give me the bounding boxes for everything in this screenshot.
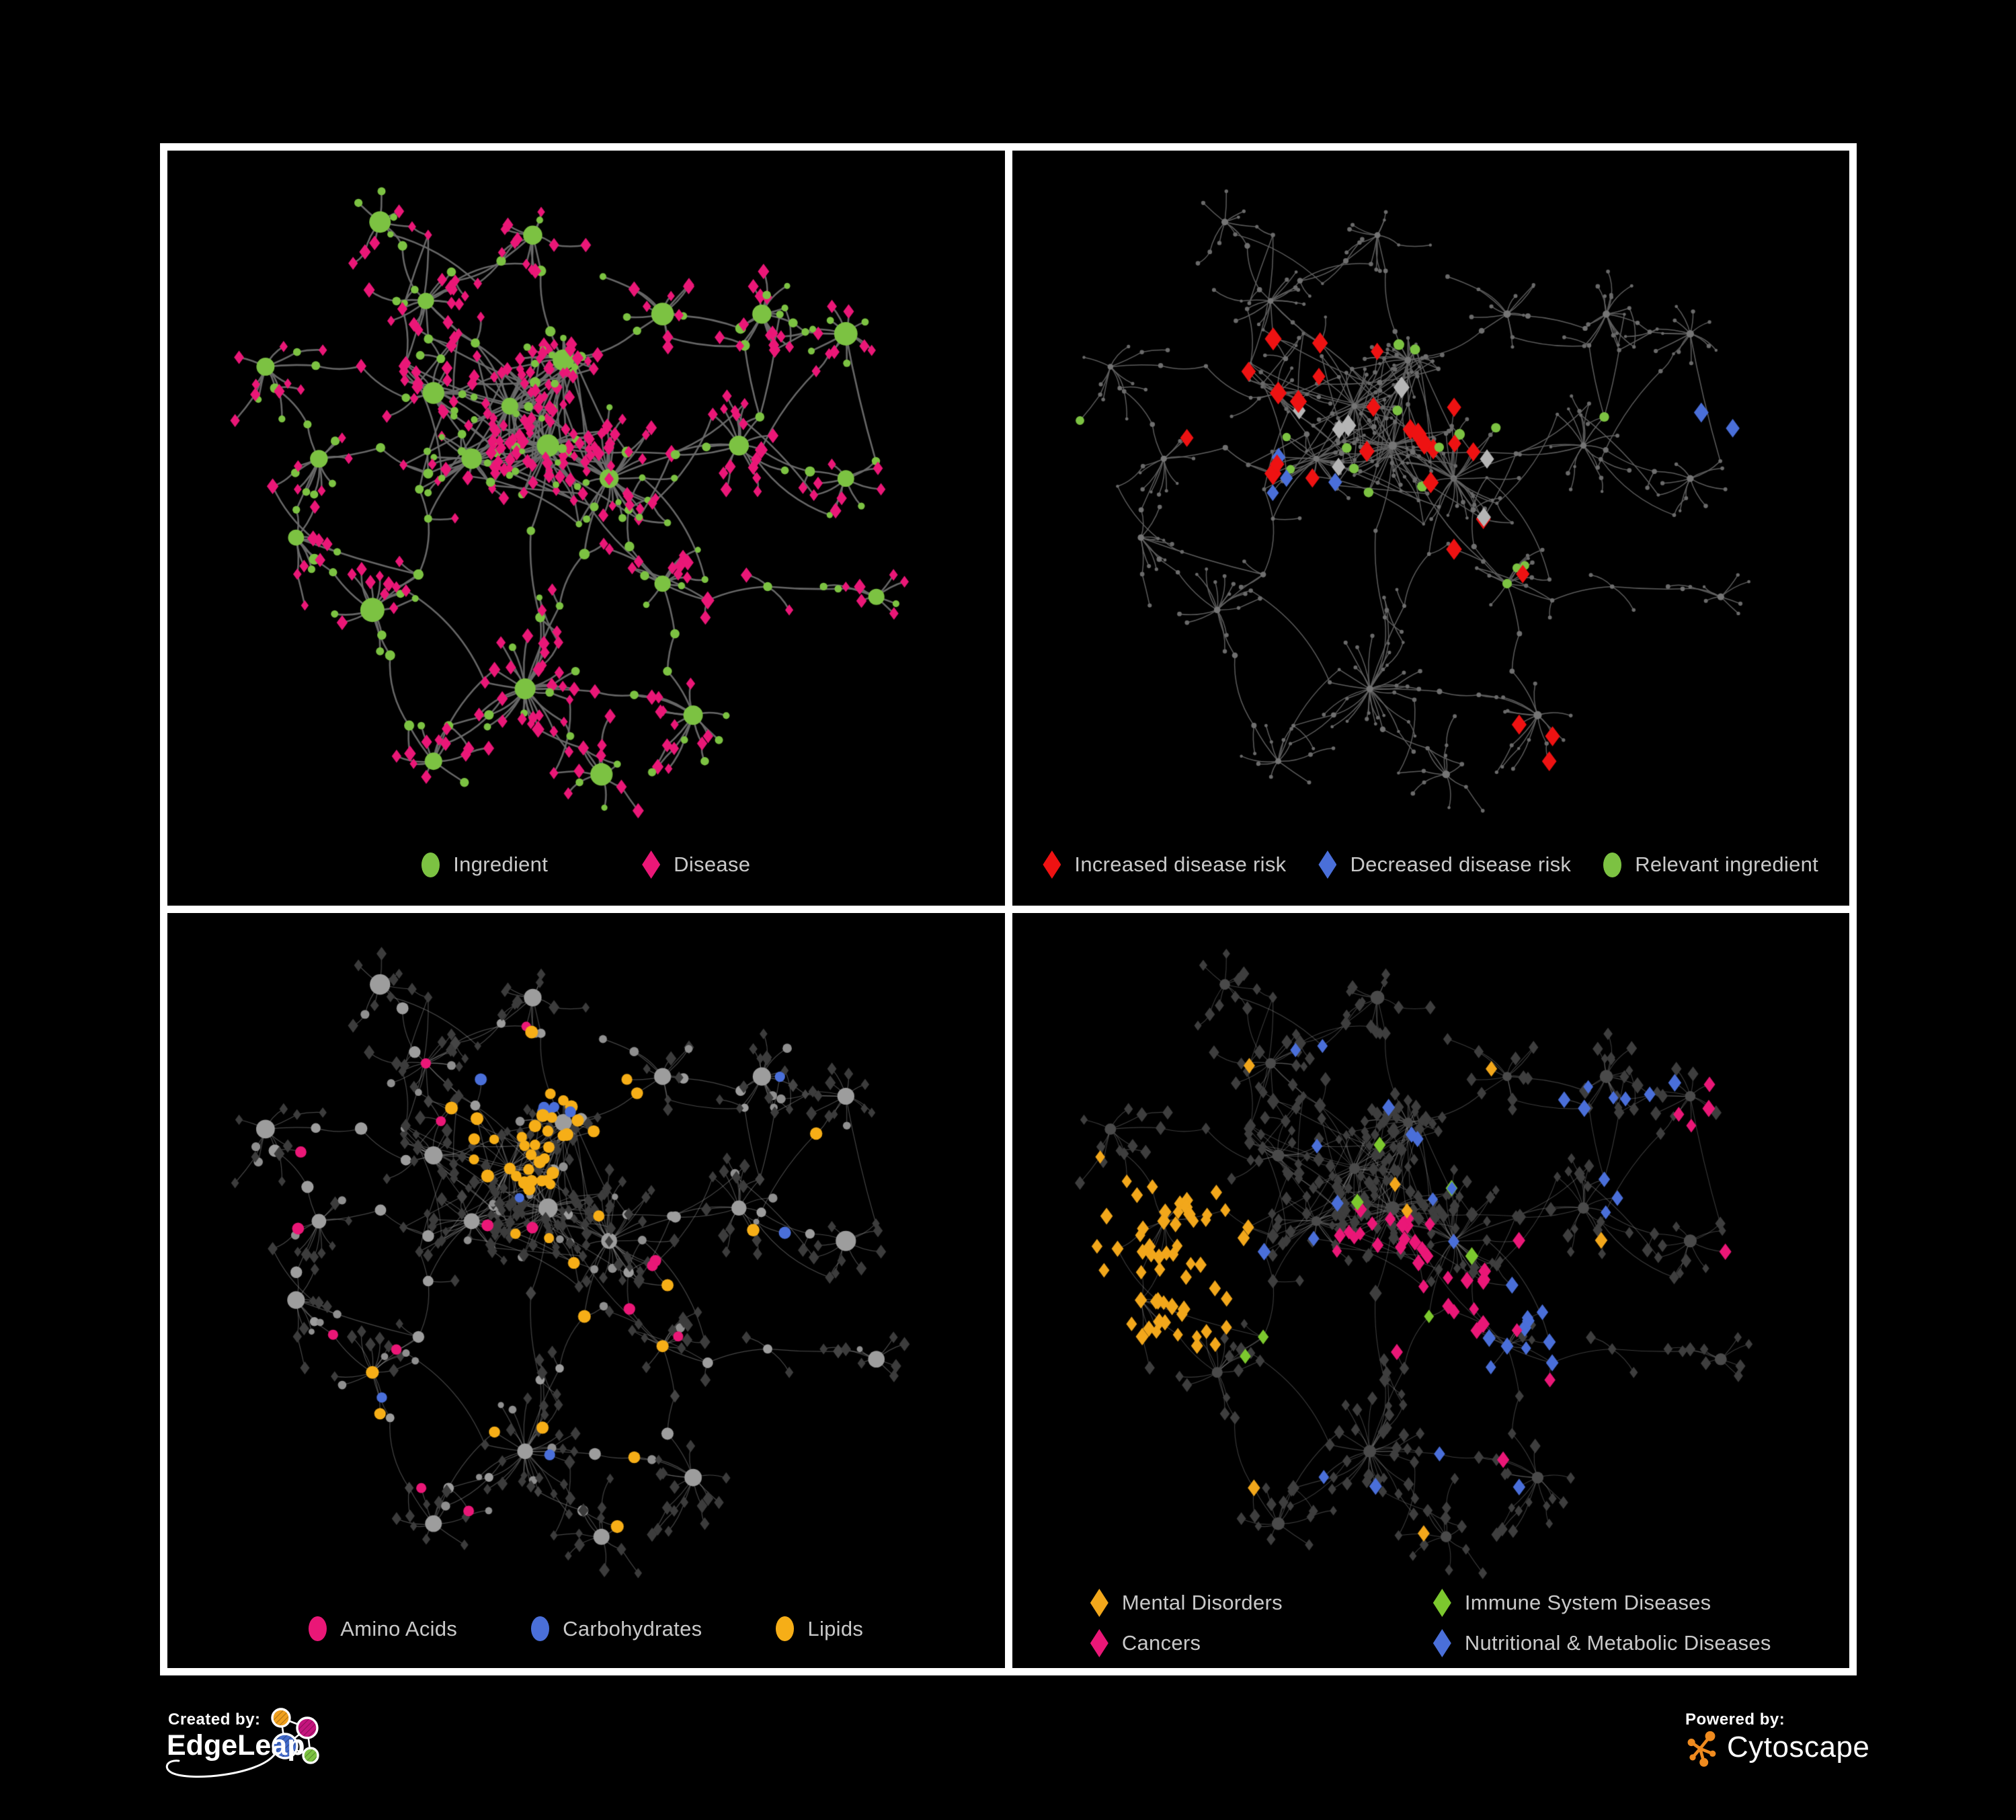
legend-disease-classes: Mental Disorders Immune System Diseases Ca… — [1090, 1589, 1771, 1657]
legend-item-increased-disease-risk: Increased disease risk — [1043, 850, 1286, 879]
edgeleap-node-blue — [272, 1733, 298, 1759]
legend-item-cancers: Cancers — [1090, 1629, 1406, 1657]
legend-marker-circle — [421, 852, 440, 877]
legend-label: Immune System Diseases — [1464, 1591, 1711, 1614]
legend-label: Nutritional & Metabolic Diseases — [1464, 1631, 1771, 1655]
cytoscape-credit: Powered by: Cytoscape — [1684, 1710, 1980, 1778]
legend-item-decreased-disease-risk: Decreased disease risk — [1318, 850, 1571, 879]
legend-item-nutritional-metabolic-diseases: Nutritional & Metabolic Diseases — [1433, 1629, 1771, 1657]
edgeleap-credit: Created by: EdgeLeap — [161, 1706, 350, 1794]
cytoscape-logo-icon — [1687, 1731, 1716, 1767]
legend-marker-circle — [531, 1616, 550, 1641]
legend-label: Mental Disorders — [1121, 1591, 1283, 1614]
edgeleap-wordmark: EdgeLeap — [167, 1729, 305, 1762]
legend-label: Decreased disease risk — [1350, 853, 1572, 876]
edgeleap-logo — [165, 1708, 319, 1778]
legend-item-lipids: Lipids — [776, 1616, 863, 1641]
cytoscape-wordmark: Cytoscape — [1727, 1731, 1870, 1764]
legend-label: Amino Acids — [340, 1616, 458, 1640]
panel-disease-classes: Mental Disorders Immune System Diseases Ca… — [1012, 913, 1849, 1668]
legend-label: Increased disease risk — [1074, 853, 1287, 876]
legend-marker-circle — [776, 1616, 795, 1641]
panel-disease-risk: Increased disease risk Decreased disease … — [1012, 151, 1850, 906]
legend-marker-circle — [309, 1616, 327, 1641]
legend-item-amino-acids: Amino Acids — [309, 1616, 457, 1641]
legend-marker-diamond — [1433, 1629, 1451, 1657]
legend-disease-risk: Increased disease risk Decreased disease … — [1012, 850, 1850, 879]
legend-label: Relevant ingredient — [1635, 853, 1819, 876]
edgeleap-swoosh — [165, 1753, 276, 1778]
edgeleap-node-magenta — [296, 1716, 319, 1739]
legend-marker-diamond — [1433, 1589, 1451, 1617]
legend-item-carbohydrates: Carbohydrates — [531, 1616, 702, 1641]
panel-ingredient-disease: Ingredient Disease — [167, 151, 1005, 906]
edgeleap-node-orange — [271, 1708, 291, 1728]
panel-nutrient-classes: Amino Acids Carbohydrates Lipids — [167, 913, 1005, 1668]
legend-item-mental-disorders: Mental Disorders — [1090, 1589, 1406, 1617]
legend-marker-diamond — [1318, 850, 1337, 879]
network-canvas-nutrient-classes — [167, 913, 1005, 1668]
created-by-label: Created by: — [168, 1710, 261, 1729]
legend-marker-diamond — [1043, 850, 1061, 879]
legend-item-disease: Disease — [642, 850, 750, 879]
edgeleap-node-green — [302, 1747, 319, 1764]
legend-item-relevant-ingredient: Relevant ingredient — [1603, 852, 1819, 877]
legend-marker-diamond — [1090, 1589, 1108, 1617]
network-canvas-ingredient-disease — [167, 151, 1005, 906]
legend-marker-circle — [1603, 852, 1622, 877]
network-canvas-disease-classes — [1012, 913, 1849, 1668]
legend-marker-diamond — [1090, 1629, 1108, 1657]
legend-ingredient-disease: Ingredient Disease — [167, 850, 1005, 879]
legend-label: Carbohydrates — [563, 1616, 702, 1640]
legend-item-ingredient: Ingredient — [421, 852, 549, 877]
legend-label: Cancers — [1121, 1631, 1201, 1655]
network-canvas-disease-risk — [1012, 151, 1849, 906]
legend-nutrient-classes: Amino Acids Carbohydrates Lipids — [167, 1616, 1005, 1641]
legend-label: Lipids — [807, 1616, 864, 1640]
legend-label: Disease — [674, 853, 751, 876]
legend-item-immune-system-diseases: Immune System Diseases — [1433, 1589, 1771, 1617]
panels-grid: Ingredient Disease Increased disease risk… — [160, 143, 1857, 1675]
legend-label: Ingredient — [453, 853, 549, 876]
legend-marker-diamond — [642, 850, 661, 879]
powered-by-label: Powered by: — [1685, 1710, 1785, 1729]
